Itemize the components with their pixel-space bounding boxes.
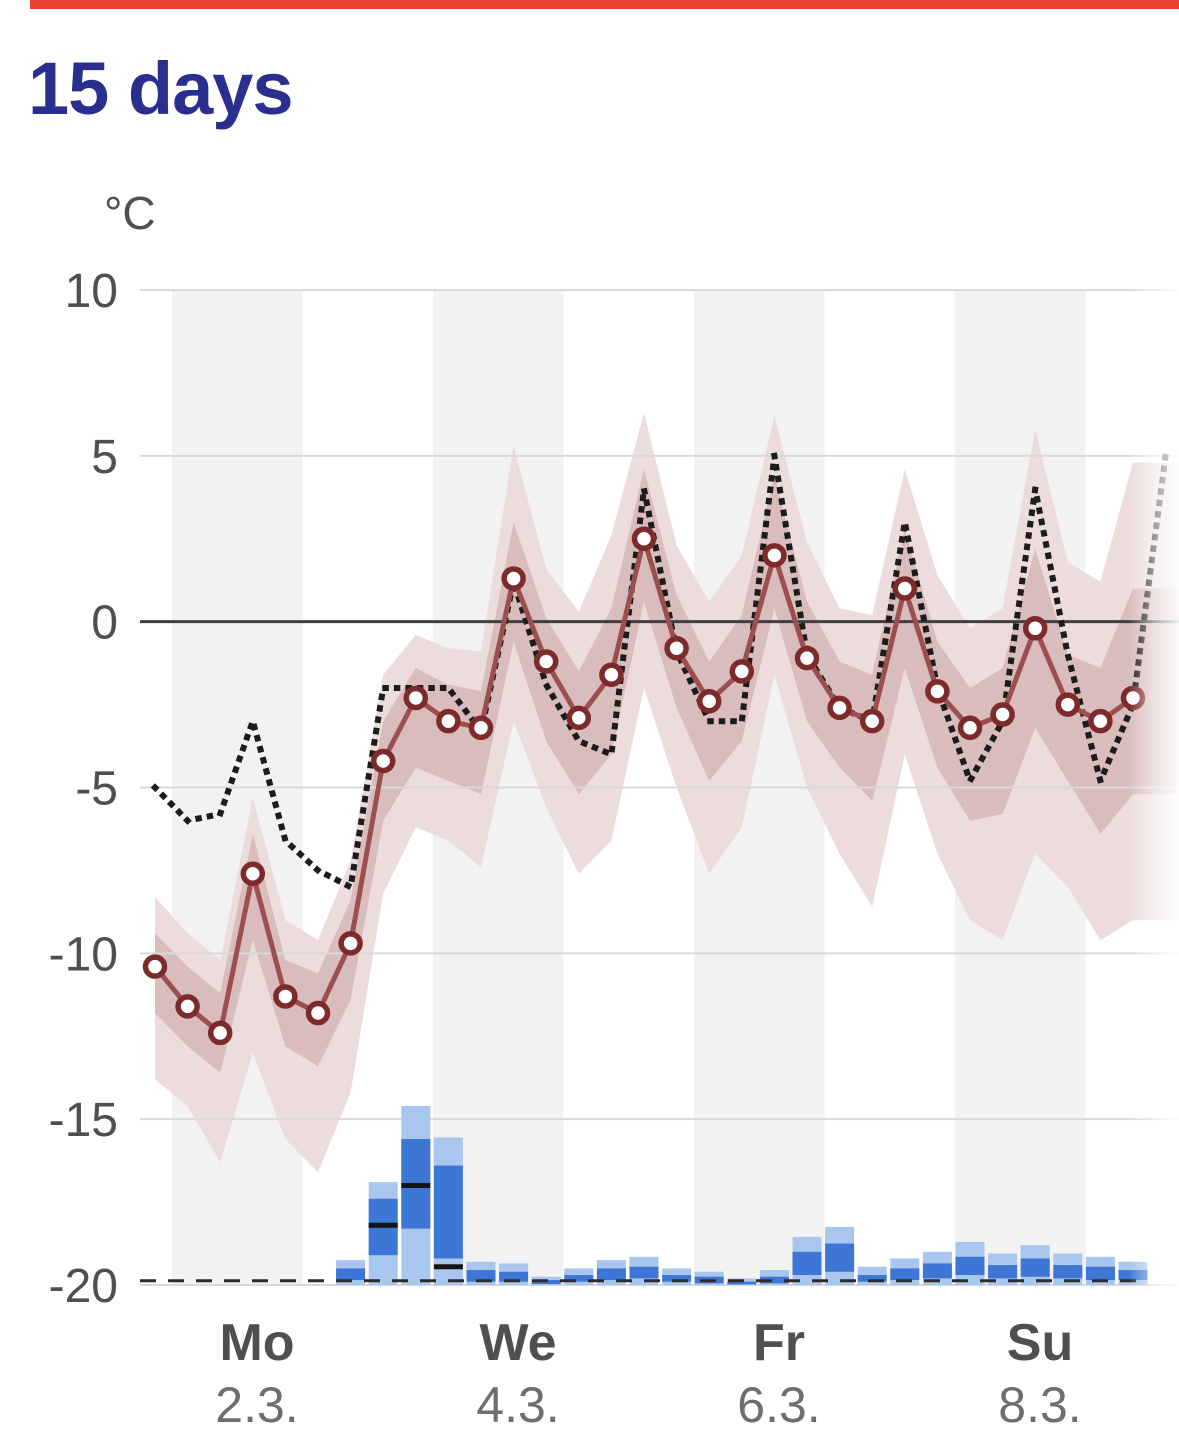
precip-bar-core: [825, 1243, 855, 1272]
median-point-marker: [240, 861, 266, 886]
median-point-marker: [533, 649, 559, 674]
median-point-marker: [566, 705, 592, 731]
deterministic-dotted-line: [150, 452, 1169, 890]
precip-bar-core: [1020, 1258, 1050, 1277]
precip-bar-core: [857, 1275, 887, 1282]
median-point-marker: [957, 715, 983, 741]
median-point-marker: [859, 708, 885, 734]
precip-bar-core: [890, 1268, 920, 1281]
precip-bar-core: [759, 1276, 789, 1284]
precip-bar-core: [629, 1266, 659, 1279]
median-point-marker: [305, 1000, 331, 1026]
x-date-label: 2.3.: [215, 1377, 298, 1433]
precip-bar-core: [1085, 1266, 1115, 1281]
median-point-marker: [696, 689, 722, 714]
precip-median-tick: [433, 1264, 463, 1270]
y-tick-label: -10: [49, 928, 118, 981]
median-point-marker: [338, 931, 363, 956]
precip-median-tick: [401, 1183, 431, 1188]
precip-bar-core: [662, 1275, 692, 1282]
x-day-label: Mo: [219, 1314, 294, 1372]
median-point-marker: [664, 635, 689, 661]
y-tick-label: -20: [49, 1260, 118, 1313]
y-tick-label: -15: [49, 1094, 118, 1147]
median-point-marker: [207, 1020, 233, 1046]
precip-bar-core: [1053, 1265, 1083, 1279]
precip-bar-core: [988, 1265, 1018, 1279]
precip-bar-core: [466, 1270, 496, 1282]
precip-bar-core: [792, 1251, 822, 1276]
median-point-marker: [729, 659, 755, 684]
precip-bar-core: [499, 1271, 529, 1282]
precip-bar-core: [955, 1256, 985, 1276]
median-point-marker: [436, 708, 461, 734]
precip-bar-core: [433, 1165, 463, 1259]
median-point-marker: [468, 715, 494, 741]
precip-bar-core: [922, 1263, 952, 1279]
median-point-marker: [273, 984, 298, 1009]
median-point-marker: [892, 576, 918, 601]
page-title: 15 days: [28, 47, 294, 130]
right-fade-overlay: [1128, 278, 1179, 1296]
median-point-marker: [142, 954, 168, 979]
y-tick-label: 5: [91, 431, 118, 484]
precip-bar-core: [727, 1281, 757, 1285]
y-tick-label: -5: [75, 763, 118, 816]
median-point-marker: [990, 702, 1015, 727]
x-date-label: 4.3.: [476, 1377, 559, 1433]
median-point-marker: [631, 526, 657, 551]
x-day-label: Fr: [753, 1314, 805, 1372]
median-point-marker: [762, 543, 787, 568]
y-tick-label: 10: [65, 265, 118, 318]
precip-bar-core: [564, 1275, 594, 1282]
median-point-marker: [175, 994, 200, 1019]
y-tick-label: 0: [91, 597, 118, 650]
median-point-marker: [1088, 708, 1113, 734]
median-point-marker: [370, 748, 396, 774]
precip-bar-core: [596, 1268, 626, 1281]
precip-median-tick: [368, 1222, 398, 1228]
x-date-label: 6.3.: [737, 1377, 820, 1433]
median-point-marker: [599, 662, 624, 687]
median-point-marker: [501, 566, 526, 591]
top-accent-bar: [30, 0, 1179, 9]
y-axis-unit-label: °C: [104, 187, 156, 239]
median-point-marker: [1055, 692, 1081, 717]
x-date-label: 8.3.: [998, 1377, 1081, 1433]
precip-bar-core: [336, 1268, 366, 1281]
x-day-label: We: [479, 1314, 556, 1372]
median-point-marker: [794, 645, 820, 671]
x-day-label: Su: [1007, 1314, 1073, 1372]
median-point-marker: [1022, 616, 1048, 641]
median-point-marker: [403, 685, 429, 711]
median-point-marker: [925, 679, 950, 704]
median-point-marker: [827, 695, 852, 721]
